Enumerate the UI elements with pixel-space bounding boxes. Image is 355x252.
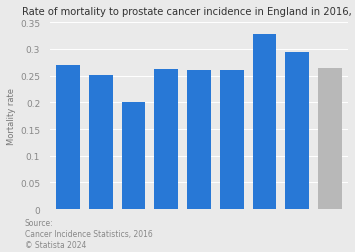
Bar (187, 71, 211, 209)
Bar (253, 35, 276, 209)
Bar (318, 68, 342, 209)
Bar (285, 52, 309, 209)
Text: Source:
Cancer Incidence Statistics, 2016
© Statista 2024: Source: Cancer Incidence Statistics, 201… (25, 218, 153, 249)
Bar (122, 103, 145, 209)
Y-axis label: Mortality rate: Mortality rate (7, 88, 16, 145)
Bar (154, 70, 178, 209)
Bar (89, 75, 113, 209)
Title: Rate of mortality to prostate cancer incidence in England in 2016, by region*: Rate of mortality to prostate cancer inc… (22, 7, 355, 17)
Bar (220, 71, 244, 209)
Bar (56, 66, 80, 209)
